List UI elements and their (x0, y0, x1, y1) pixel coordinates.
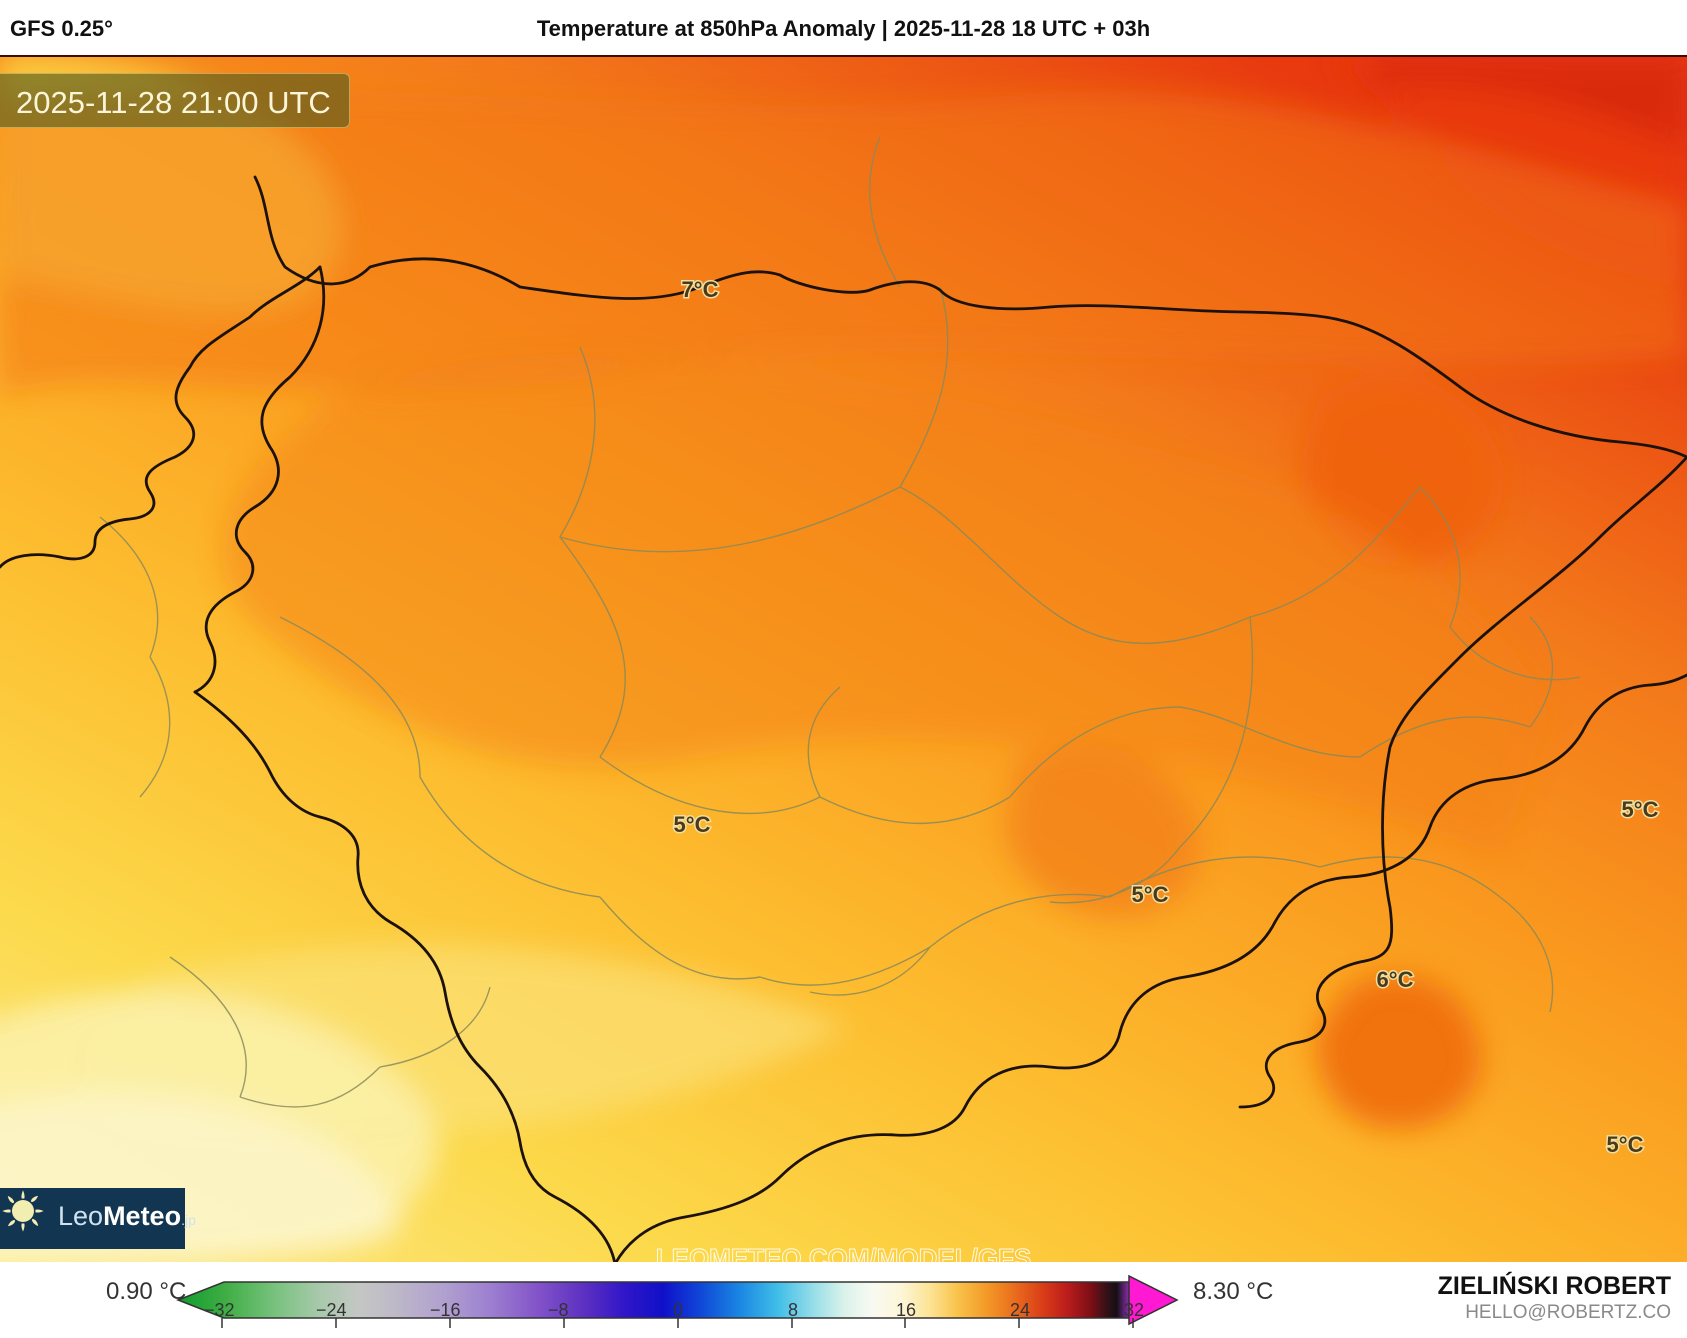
svg-text:7°C: 7°C (682, 277, 719, 302)
svg-text:5°C: 5°C (1132, 882, 1169, 907)
svg-text:5°C: 5°C (1622, 797, 1659, 822)
svg-text:5°C: 5°C (674, 812, 711, 837)
svg-text:5°C: 5°C (1607, 1132, 1644, 1157)
svg-text:6°C: 6°C (1377, 967, 1414, 992)
